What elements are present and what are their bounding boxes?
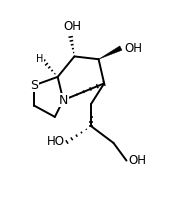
Text: H: H [36,54,44,64]
Text: OH: OH [64,20,81,33]
Text: S: S [30,79,39,92]
Text: OH: OH [125,42,143,54]
Text: HO: HO [47,135,65,149]
Text: N: N [59,94,68,107]
Text: OH: OH [128,154,146,167]
Polygon shape [99,46,122,59]
